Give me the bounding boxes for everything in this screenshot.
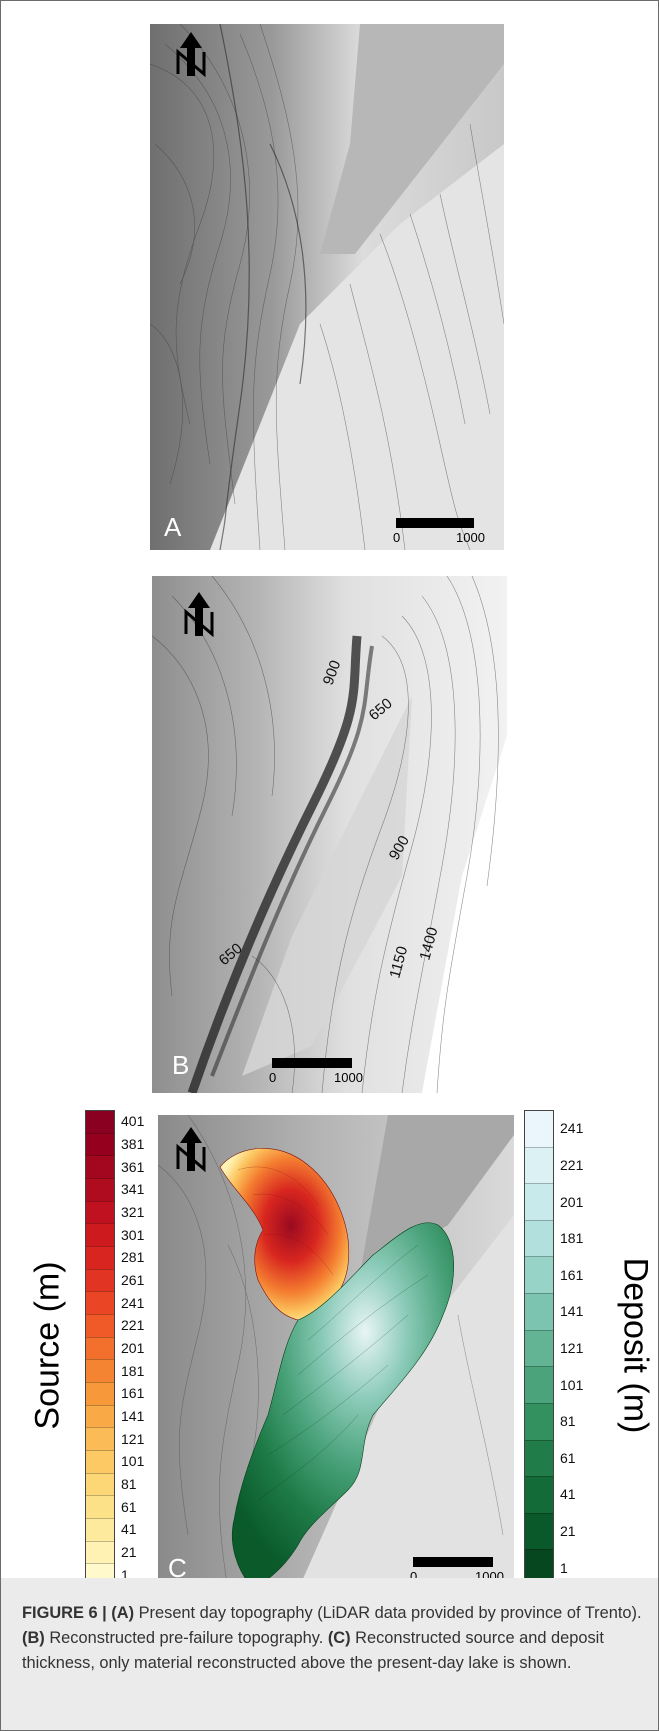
- caption-a-text: Present day topography (LiDAR data provi…: [134, 1604, 642, 1622]
- deposit-area: [231, 1222, 454, 1587]
- source-color-cell: [85, 1336, 115, 1360]
- source-color-cell: [85, 1472, 115, 1496]
- deposit-color-cell: [524, 1366, 554, 1403]
- deposit-color-cell: [524, 1183, 554, 1220]
- north-arrow-icon: [174, 30, 208, 78]
- deposit-color-cell: [524, 1439, 554, 1477]
- source-scale-border: [85, 1110, 115, 1586]
- deposit-color-cell: [524, 1219, 554, 1257]
- source-scale-label: 241: [121, 1294, 145, 1311]
- caption-c-label: (C): [327, 1629, 351, 1647]
- source-scale-label: 261: [121, 1272, 145, 1288]
- deposit-scale-label: 141: [560, 1303, 584, 1320]
- figure-label: FIGURE 6 |: [22, 1604, 112, 1622]
- panel-c-map: C 0 1000: [158, 1115, 514, 1590]
- source-color-cell: [85, 1132, 115, 1156]
- deposit-scale-label: 121: [560, 1340, 584, 1356]
- deposit-scale-label: 181: [560, 1230, 584, 1247]
- source-color-cell: [85, 1178, 115, 1201]
- deposit-color-cell: [524, 1329, 554, 1367]
- source-color-cell: [85, 1223, 115, 1246]
- scale-start-label: 0: [410, 1569, 418, 1584]
- deposit-color-cell: [524, 1110, 554, 1147]
- source-scale-label: 1: [121, 1566, 129, 1583]
- source-scale-label: 161: [121, 1385, 145, 1402]
- caption-background: [1, 1578, 658, 1730]
- panel-a-label: A: [164, 512, 182, 542]
- source-scale-label: 221: [121, 1317, 145, 1334]
- source-color-cell: [85, 1427, 115, 1450]
- panel-b-map: 900 650 900 650 1150 1400 B 0 1000: [152, 576, 507, 1093]
- source-scale-label: 181: [121, 1362, 145, 1379]
- deposit-scale-border: [524, 1110, 554, 1586]
- deposit-scale-label: 201: [560, 1193, 584, 1210]
- deposit-color-cell: [524, 1293, 554, 1330]
- deposit-scale-label: 41: [560, 1486, 576, 1503]
- source-color-cell: [85, 1246, 115, 1269]
- deposit-color-cell: [524, 1476, 554, 1513]
- source-color-cell: [85, 1495, 115, 1518]
- caption-c-text: Reconstructed source and deposit thickne…: [22, 1629, 604, 1672]
- figure-caption: FIGURE 6 | (A) Present day topography (L…: [22, 1601, 647, 1676]
- source-scale-label: 301: [121, 1226, 145, 1243]
- panel-b-label: B: [172, 1050, 190, 1080]
- source-color-cell: [85, 1314, 115, 1337]
- deposit-scale-label: 161: [560, 1266, 584, 1283]
- source-color-cell: [85, 1404, 115, 1428]
- deposit-scale-title: Deposit (m): [616, 1257, 655, 1434]
- caption-b-text: Reconstructed pre-failure topography.: [44, 1629, 328, 1647]
- north-arrow-icon: [182, 590, 216, 638]
- source-scale-label: 401: [121, 1113, 145, 1130]
- caption-a-label: (A): [111, 1604, 135, 1622]
- source-scale-label: 281: [121, 1249, 145, 1266]
- deposit-scale-label: 81: [560, 1413, 576, 1430]
- scale-start-label: 0: [269, 1070, 277, 1085]
- source-color-cell: [85, 1155, 115, 1178]
- source-scale-label: 21: [121, 1544, 137, 1560]
- source-color-cell: [85, 1200, 115, 1224]
- panel-c-label: C: [168, 1553, 187, 1583]
- source-color-cell: [85, 1359, 115, 1382]
- source-scale-label: 141: [121, 1408, 145, 1424]
- scale-start-label: 0: [393, 530, 401, 545]
- deposit-color-cell: [524, 1402, 554, 1440]
- source-color-cell: [85, 1450, 115, 1473]
- deposit-color-cell: [524, 1512, 554, 1550]
- source-scale-label: 201: [121, 1340, 145, 1356]
- panel-b-scale-bar: 0 1000: [269, 1058, 363, 1088]
- source-scale-title: Source (m): [28, 1261, 67, 1430]
- source-scale-label: 321: [121, 1204, 145, 1220]
- deposit-color-scale: 241 221 201 181 161 141 121 101 81 61 41 21 1: [524, 1110, 594, 1586]
- source-scale-label: 41: [121, 1521, 137, 1538]
- scale-end-label: 1000: [456, 530, 485, 545]
- north-arrow-icon: [174, 1125, 208, 1173]
- source-scale-label: 361: [121, 1158, 145, 1175]
- panel-a-scale-bar: 0 1000: [393, 518, 485, 548]
- source-scale-label: 81: [121, 1476, 137, 1492]
- deposit-scale-label: 61: [560, 1449, 576, 1466]
- scale-end-label: 1000: [334, 1070, 363, 1085]
- panel-a-map: A 0 1000: [150, 24, 504, 550]
- caption-b-label: (B): [22, 1629, 45, 1647]
- deposit-scale-label: 21: [560, 1523, 576, 1540]
- source-color-cell: [85, 1540, 115, 1564]
- deposit-color-cell: [524, 1146, 554, 1184]
- source-color-cell: [85, 1268, 115, 1292]
- deposit-scale-label: 101: [560, 1376, 584, 1393]
- deposit-scale-label: 241: [560, 1120, 584, 1137]
- source-scale-label: 381: [121, 1136, 145, 1152]
- source-scale-label: 341: [121, 1181, 145, 1198]
- source-scale-label: 101: [121, 1453, 145, 1470]
- deposit-scale-label: 1: [560, 1559, 568, 1576]
- source-color-cell: [85, 1291, 115, 1314]
- deposit-scale-label: 221: [560, 1156, 584, 1173]
- source-scale-label: 121: [121, 1430, 145, 1447]
- source-scale-label: 61: [121, 1498, 137, 1515]
- source-color-cell: [85, 1518, 115, 1541]
- deposit-color-cell: [524, 1256, 554, 1294]
- source-color-cell: [85, 1382, 115, 1405]
- source-color-scale: 401 381 361 341 321 301 281 261 241 221 201 181 161 1…: [85, 1110, 155, 1586]
